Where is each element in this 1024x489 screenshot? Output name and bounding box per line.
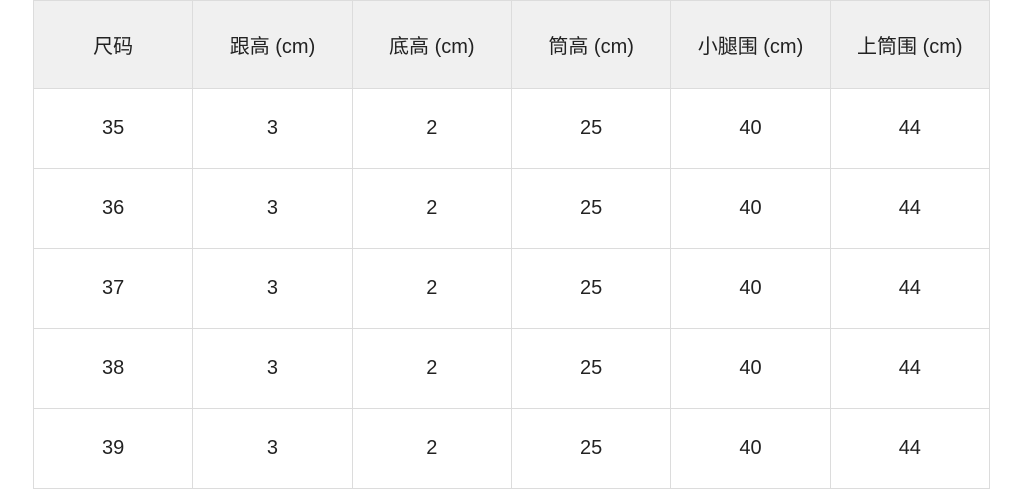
column-header: 小腿围 (cm): [670, 0, 831, 89]
table-cell: 40: [670, 88, 831, 169]
table-cell: 38: [32, 328, 194, 409]
table-cell: 3: [192, 88, 353, 169]
table-cell: 3: [192, 408, 353, 489]
table-cell: 2: [351, 328, 512, 409]
size-table: 尺码 跟高 (cm) 底高 (cm) 筒高 (cm) 小腿围 (cm) 上筒围 (cm) …: [32, 0, 991, 489]
table-cell: 40: [670, 248, 831, 329]
table-row: 38 3 2 25 40 44: [32, 328, 991, 409]
table-cell: 2: [351, 248, 512, 329]
table-cell: 39: [32, 408, 194, 489]
table-cell: 37: [32, 248, 194, 329]
table-cell: 44: [829, 248, 991, 329]
table-cell: 44: [829, 88, 991, 169]
table-cell: 2: [351, 408, 512, 489]
table-cell: 25: [510, 168, 672, 249]
table-cell: 2: [351, 88, 512, 169]
table-cell: 3: [192, 328, 353, 409]
table-cell: 44: [829, 408, 991, 489]
table-cell: 35: [32, 88, 194, 169]
table-cell: 2: [351, 168, 512, 249]
column-header: 跟高 (cm): [192, 0, 353, 89]
table-cell: 44: [829, 328, 991, 409]
column-header: 上筒围 (cm): [829, 0, 991, 89]
table-cell: 25: [510, 328, 672, 409]
table-cell: 3: [192, 248, 353, 329]
column-header: 尺码: [32, 0, 194, 89]
header-row: 尺码 跟高 (cm) 底高 (cm) 筒高 (cm) 小腿围 (cm) 上筒围 (cm): [32, 0, 991, 89]
table-cell: 44: [829, 168, 991, 249]
table-cell: 40: [670, 168, 831, 249]
table-cell: 3: [192, 168, 353, 249]
table-cell: 25: [510, 88, 672, 169]
table-cell: 25: [510, 408, 672, 489]
table-row: 37 3 2 25 40 44: [32, 248, 991, 329]
table-row: 36 3 2 25 40 44: [32, 168, 991, 249]
column-header: 筒高 (cm): [510, 0, 672, 89]
table-cell: 40: [670, 328, 831, 409]
table-row: 35 3 2 25 40 44: [32, 88, 991, 169]
table-row: 39 3 2 25 40 44: [32, 408, 991, 489]
table-cell: 40: [670, 408, 831, 489]
table-cell: 36: [32, 168, 194, 249]
column-header: 底高 (cm): [351, 0, 512, 89]
table-cell: 25: [510, 248, 672, 329]
